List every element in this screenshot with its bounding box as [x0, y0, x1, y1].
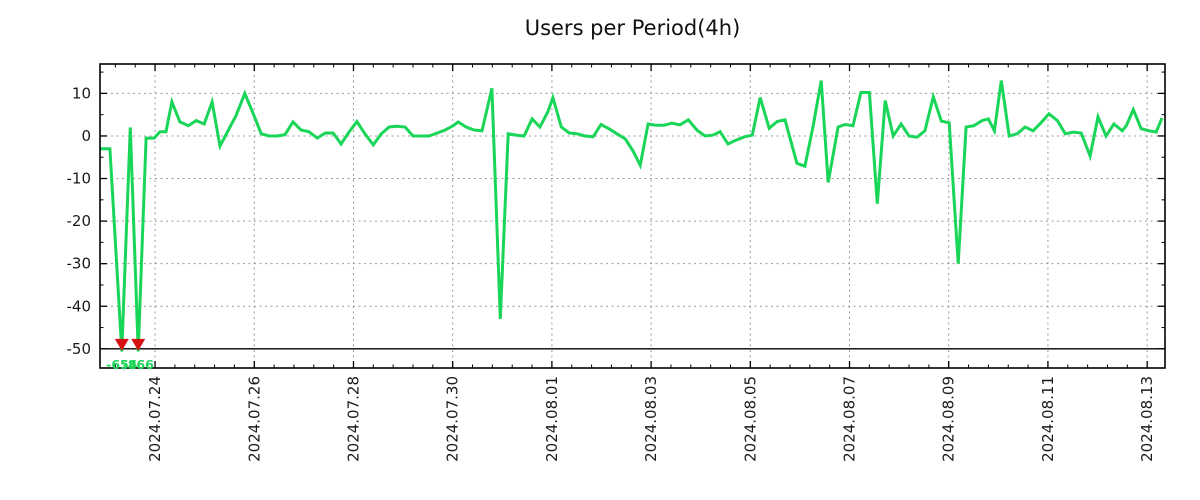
y-tick-label: -10 — [67, 170, 92, 188]
x-tick-label: 2024.08.03 — [642, 376, 660, 462]
y-tick-label: -40 — [67, 297, 92, 315]
x-tick-label: 2024.08.11 — [1039, 376, 1057, 462]
clip-value-labels: -654-866 — [106, 357, 154, 372]
series-line — [100, 80, 1164, 352]
chart-title: Users per Period(4h) — [524, 16, 741, 40]
plot-border — [99, 63, 1166, 369]
x-tick-label: 2024.07.30 — [444, 376, 462, 462]
y-tick-label: 0 — [81, 127, 91, 145]
y-tick-label: 10 — [72, 84, 91, 102]
x-tick-label: 2024.08.13 — [1138, 376, 1156, 462]
x-tick-label: 2024.08.01 — [543, 376, 561, 462]
series-polyline — [100, 80, 1164, 352]
x-tick-label: 2024.08.05 — [741, 376, 759, 462]
x-tick-label: 2024.08.07 — [841, 376, 859, 462]
x-tick-label: 2024.07.26 — [245, 376, 263, 462]
clip-value-label: -866 — [123, 357, 155, 372]
x-tick-label: 2024.07.24 — [146, 376, 164, 462]
y-tick-label: -20 — [67, 212, 92, 230]
y-axis-labels: 10 0 -10 -20 -30 -40 -50 — [67, 84, 92, 357]
clip-markers — [114, 338, 146, 351]
y-tick-label: -30 — [67, 255, 92, 273]
clip-marker-triangle — [114, 338, 129, 351]
clip-marker-triangle — [131, 338, 146, 351]
plot-border-rect — [99, 63, 1166, 369]
axis-ticks — [100, 64, 1165, 368]
x-tick-label: 2024.08.09 — [940, 376, 958, 462]
clip-value-label: -654 — [106, 357, 138, 372]
y-tick-label: -50 — [67, 340, 92, 358]
x-tick-label: 2024.07.28 — [344, 376, 362, 462]
x-axis-labels: 2024.07.24 2024.07.26 2024.07.28 2024.07.30… — [146, 376, 1156, 462]
